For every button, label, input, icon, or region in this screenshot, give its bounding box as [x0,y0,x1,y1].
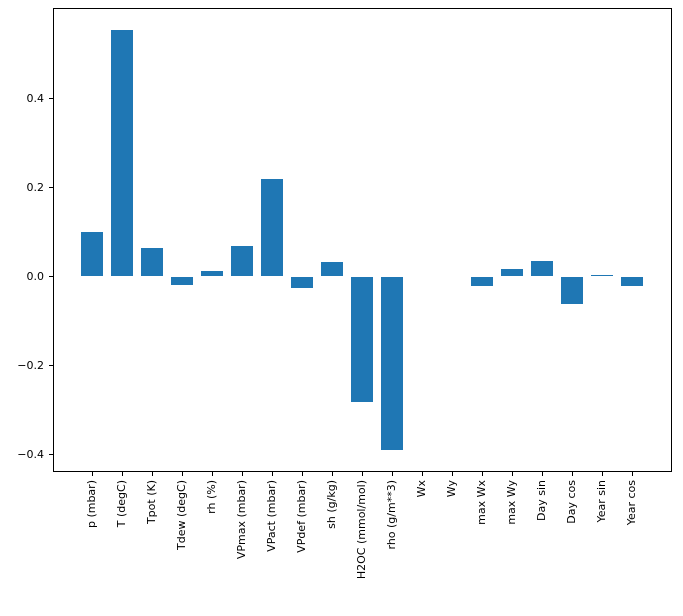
x-axis-tick-label: Day sin [535,480,548,521]
x-axis-tick [242,472,243,476]
x-axis-tick [332,472,333,476]
x-axis-tick [362,472,363,476]
y-axis-tick [49,365,53,366]
bar-vpdef-mbar [291,276,313,289]
bar-p-mbar [81,232,103,277]
x-axis-tick [272,472,273,476]
y-axis-tick-label: −0.4 [17,448,44,461]
bar-vpact-mbar [261,179,283,277]
x-axis-tick [512,472,513,476]
x-axis-tick [422,472,423,476]
bar-day-sin [531,260,553,277]
bar-t-degc [111,30,133,277]
x-axis-tick-label: Tpot (K) [145,480,158,525]
y-axis-tick [49,98,53,99]
plot-area [53,8,672,472]
x-axis-tick-label: max Wx [475,480,488,525]
x-axis-tick [152,472,153,476]
x-axis-tick-label: Day cos [565,480,578,524]
bar-sh-g-kg [321,261,343,277]
x-axis-tick-label: Tdew (degC) [175,480,188,550]
bar-max-wy [501,269,523,277]
y-axis-tick-label: 0.0 [26,270,45,283]
x-axis-tick-label: H2OC (mmol/mol) [355,480,368,580]
x-axis-tick [92,472,93,476]
x-axis-tick-label: Year cos [625,480,638,526]
x-axis-tick [602,472,603,476]
x-axis-tick [632,472,633,476]
x-axis-tick [212,472,213,476]
x-axis-tick-label: Wy [445,480,458,498]
x-axis-tick [542,472,543,476]
x-axis-tick [182,472,183,476]
y-axis-tick-label: 0.4 [26,92,45,105]
x-axis-tick-label: rh (%) [205,480,218,514]
y-axis-tick-label: 0.2 [26,181,45,194]
bar-tdew-degc [171,276,193,286]
bar-day-cos [561,276,583,304]
y-axis-tick [49,454,53,455]
x-axis-tick-label: Year sin [595,480,608,523]
bar-year-sin [591,275,613,277]
x-axis-tick-label: VPact (mbar) [265,480,278,552]
x-axis-tick [452,472,453,476]
bar-year-cos [621,276,643,287]
y-axis-tick-label: −0.2 [17,359,44,372]
x-axis-tick-label: rho (g/m**3) [385,480,398,550]
bar-vpmax-mbar [231,246,253,277]
x-axis-tick-label: VPmax (mbar) [235,480,248,560]
x-axis-tick [122,472,123,476]
bar-rh [201,271,223,277]
x-axis-tick [302,472,303,476]
bar-tpot-k [141,248,163,277]
x-axis-tick-label: p (mbar) [85,480,98,529]
bar-max-wx [471,276,493,287]
x-axis-tick-label: max Wy [505,480,518,525]
x-axis-tick-label: sh (g/kg) [325,480,338,529]
x-axis-tick [482,472,483,476]
x-axis-tick [392,472,393,476]
y-axis-tick [49,276,53,277]
bar-h2oc-mmol-mol [351,276,373,402]
x-axis-tick [572,472,573,476]
x-axis-tick-label: Wx [415,480,428,498]
bar-rho-g-m-3 [381,276,403,450]
x-axis-tick-label: T (degC) [115,480,128,528]
x-axis-tick-label: VPdef (mbar) [295,480,308,553]
y-axis-tick [49,187,53,188]
